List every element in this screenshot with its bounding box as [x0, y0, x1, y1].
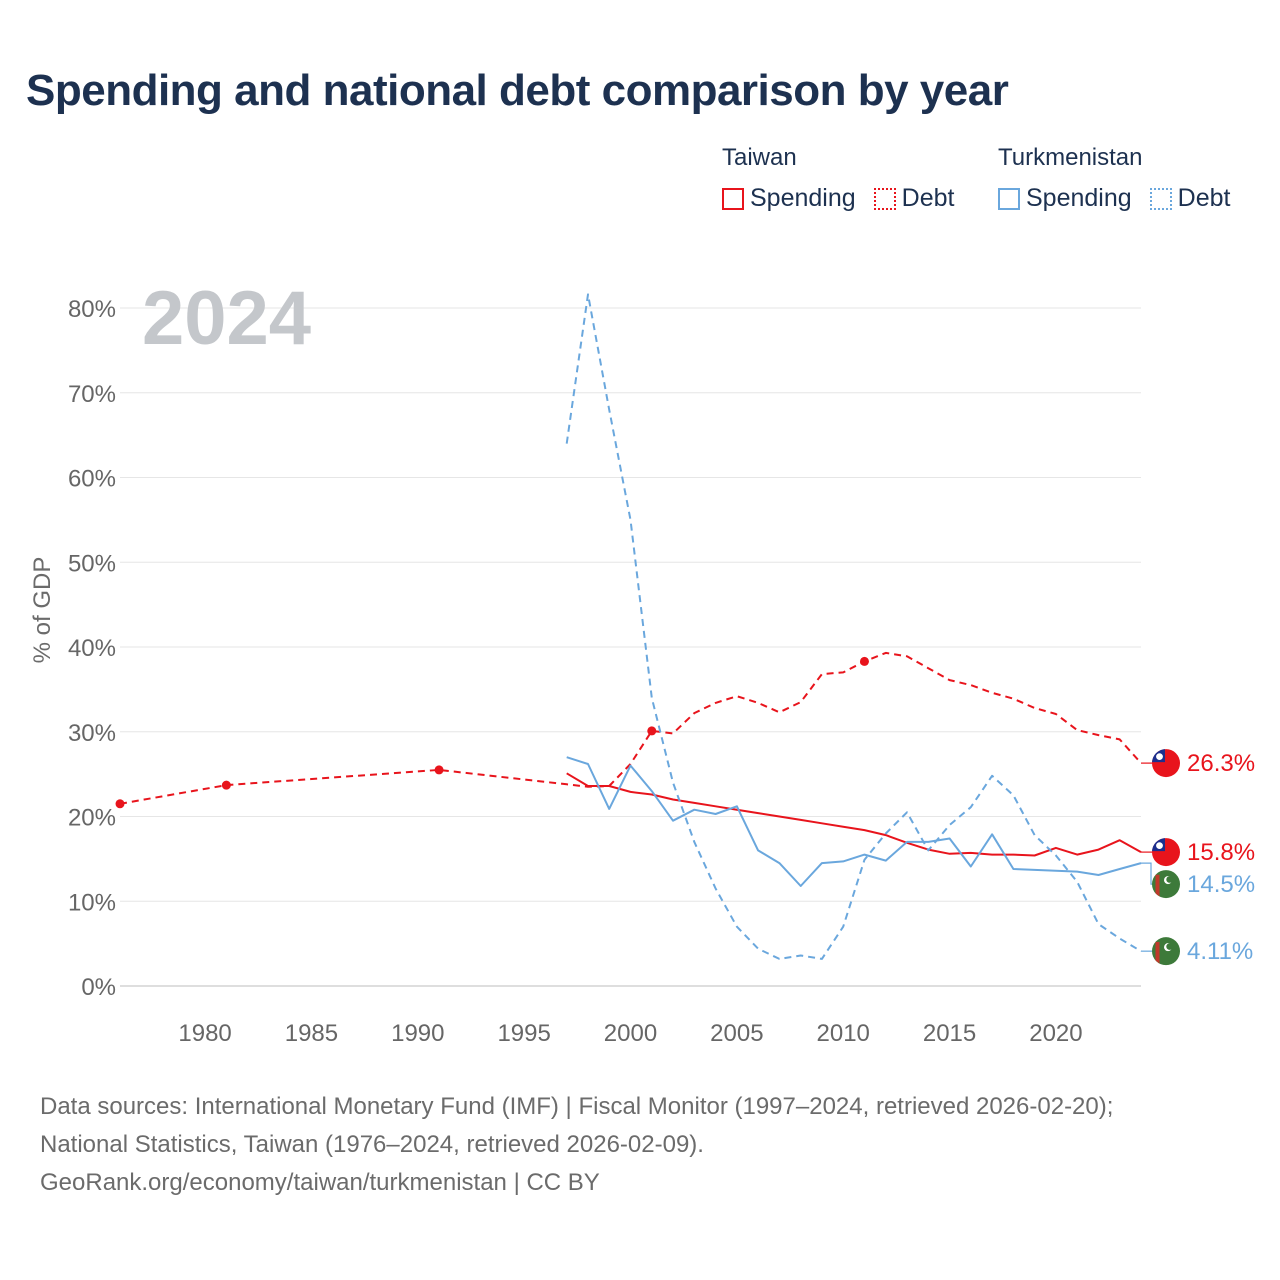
x-tick-label: 2020	[1029, 1020, 1082, 1047]
x-tick-label: 1990	[391, 1020, 444, 1047]
legend-swatch-solid-icon	[998, 187, 1020, 210]
x-axis-ticks: 1980 1985 1990 1995 2000 2005 2010 2015 2020	[178, 1020, 1082, 1047]
taiwan-flag-icon	[1152, 749, 1180, 778]
series-line-turkmenistan-debt	[565, 293, 1142, 960]
data-point-marker	[221, 780, 231, 790]
y-tick-label: 80%	[68, 296, 116, 323]
legend-group-turkmenistan: Turkmenistan Spending Debt	[998, 144, 1230, 213]
flag-sun	[1156, 842, 1163, 849]
series-lines	[115, 293, 1142, 960]
end-value-label: 4.11%	[1187, 938, 1253, 965]
taiwan-flag-icon	[1152, 838, 1180, 867]
turkmenistan-flag-icon	[1152, 937, 1180, 966]
footer-line-1: Data sources: International Monetary Fun…	[40, 1093, 1114, 1120]
y-tick-label: 20%	[68, 805, 116, 832]
line-chart: 2024 0% 10% 20% 30% 40% 50% 60% 70% 80% 1980 1985…	[29, 276, 1255, 1047]
legend-label-taiwan-debt: Debt	[901, 184, 955, 212]
legend-item-taiwan-debt[interactable]: Debt	[873, 184, 955, 213]
legend-item-turkmenistan-debt[interactable]: Debt	[1149, 184, 1231, 213]
legend-label-turkmenistan-debt: Debt	[1177, 184, 1231, 212]
legend-label-taiwan-spending: Spending	[750, 184, 856, 212]
x-tick-label: 1985	[285, 1020, 338, 1047]
x-tick-label: 1980	[178, 1020, 231, 1047]
legend-item-taiwan-spending[interactable]: Spending	[722, 184, 856, 213]
series-line-taiwan-spending	[566, 772, 1142, 857]
data-point-marker	[434, 765, 444, 775]
y-tick-label: 50%	[68, 550, 116, 577]
series-line-taiwan-debt	[119, 651, 1142, 805]
y-axis-ticks: 0% 10% 20% 30% 40% 50% 60% 70% 80%	[68, 296, 116, 1001]
footer-sources: Data sources: International Monetary Fun…	[40, 1088, 1113, 1202]
flag-crescent-cut	[1166, 943, 1173, 950]
flag-crescent-cut	[1166, 876, 1173, 883]
data-point-marker	[859, 656, 869, 666]
legend-label-turkmenistan-spending: Spending	[1026, 184, 1132, 212]
legend-group-name-taiwan: Taiwan	[722, 144, 797, 171]
end-value-label: 14.5%	[1187, 871, 1255, 898]
legend-group-name-turkmenistan: Turkmenistan	[998, 144, 1143, 171]
legend-swatch-dotted-icon	[873, 187, 896, 210]
x-tick-label: 1995	[497, 1020, 550, 1047]
legend-swatch-solid-icon	[722, 187, 744, 210]
end-value-label: 26.3%	[1187, 750, 1255, 777]
footer-line-2: National Statistics, Taiwan (1976–2024, …	[40, 1131, 704, 1158]
y-tick-label: 30%	[68, 720, 116, 747]
x-tick-label: 2000	[604, 1020, 657, 1047]
y-tick-label: 40%	[68, 635, 116, 662]
flag-stripe	[1155, 874, 1160, 897]
flag-stripe	[1155, 941, 1160, 964]
legend-item-turkmenistan-spending[interactable]: Spending	[998, 184, 1132, 213]
end-labels: 26.3% 15.8% 14.5% 4.11%	[1141, 749, 1255, 966]
x-tick-label: 2005	[710, 1020, 763, 1047]
turkmenistan-flag-icon	[1152, 870, 1180, 899]
legend-group-taiwan: Taiwan Spending Debt	[722, 144, 954, 213]
footer-line-3: GeoRank.org/economy/taiwan/turkmenistan …	[40, 1169, 600, 1196]
y-tick-label: 0%	[81, 974, 116, 1001]
gridlines	[120, 307, 1141, 987]
data-point-marker	[115, 799, 125, 809]
flag-sun	[1156, 753, 1163, 761]
x-tick-label: 2010	[817, 1020, 870, 1047]
x-tick-label: 2015	[923, 1020, 976, 1047]
legend-swatch-dotted-icon	[1149, 187, 1172, 210]
year-watermark: 2024	[142, 276, 311, 361]
end-value-label: 15.8%	[1187, 839, 1255, 866]
series-line-turkmenistan-spending	[566, 756, 1142, 887]
data-point-marker	[647, 726, 657, 736]
y-tick-label: 60%	[68, 466, 116, 493]
y-tick-label: 70%	[68, 381, 116, 408]
y-axis-label: % of GDP	[29, 557, 56, 664]
y-tick-label: 10%	[68, 889, 116, 916]
label-connector	[1141, 862, 1152, 885]
chart-title: Spending and national debt comparison by…	[26, 66, 1009, 115]
